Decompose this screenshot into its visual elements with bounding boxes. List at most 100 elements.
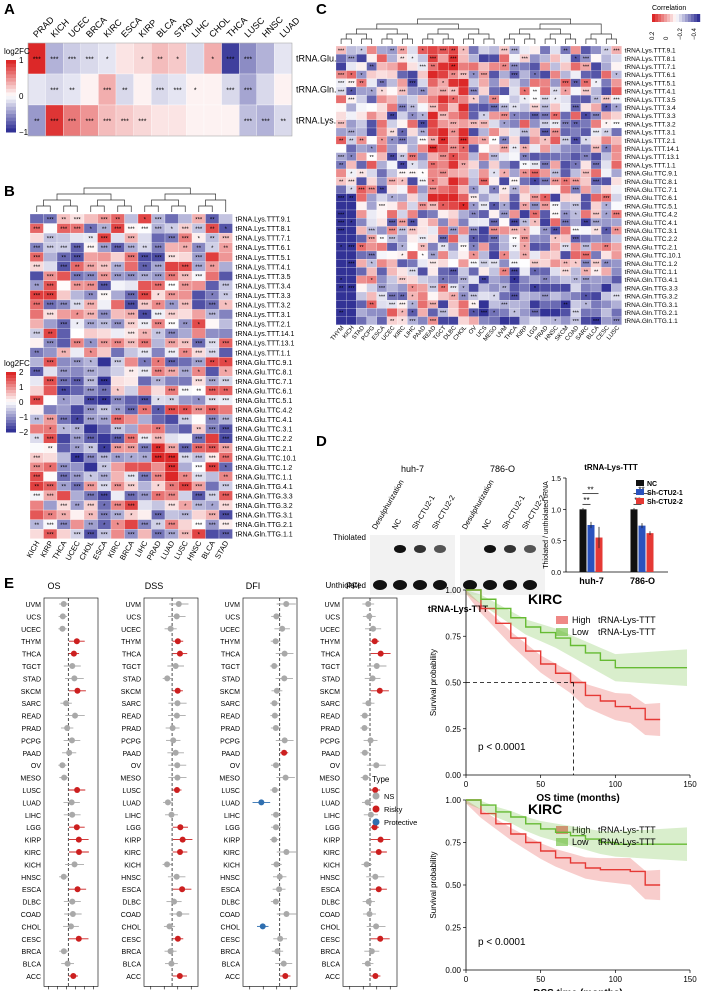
d2-bar (579, 509, 587, 572)
a-cell (186, 42, 205, 75)
c-cell (560, 111, 571, 120)
b-star: * (225, 466, 228, 472)
c-cell (611, 308, 622, 317)
a-cell (27, 73, 46, 106)
c-cell (529, 316, 541, 325)
c-row-label: tRNA.Lys.TTT.2.1 (625, 138, 676, 145)
c-star: ** (349, 139, 354, 145)
c-star: * (473, 237, 476, 243)
b-star: *** (114, 504, 122, 510)
c-cell (346, 291, 357, 301)
c-star: * (442, 81, 445, 87)
b-cell (70, 290, 85, 301)
d2-ytick-label: 0.0 (551, 570, 561, 577)
c-star: ** (359, 139, 364, 145)
b-cell (137, 414, 152, 425)
b-cell (97, 433, 112, 444)
e-cancer-label: ACC (325, 974, 340, 981)
c-cell (611, 267, 622, 276)
b-star: *** (182, 485, 190, 491)
b-row-label: tRNA.Lys.TTT.9.1 (236, 217, 291, 224)
e-point (69, 898, 76, 905)
c-star: *** (419, 65, 426, 71)
c-cell (458, 218, 469, 227)
b-star: * (76, 418, 79, 424)
c-cell (611, 316, 622, 325)
c-star: ** (441, 245, 446, 251)
b-cell (205, 529, 220, 539)
e-cancer-label: KIRP (224, 838, 241, 845)
b-star: *** (168, 341, 176, 347)
c-cell (519, 119, 530, 129)
b-star: *** (168, 408, 176, 414)
b-cell (97, 357, 112, 367)
b-star: *** (101, 408, 109, 414)
c-star: *** (532, 163, 539, 169)
c-dendro-branch (463, 38, 475, 44)
c-row-label: tRNA.Glu.TTC.10.1 (625, 253, 682, 260)
e-cancer-label: LGG (325, 825, 340, 832)
e-cancer-label: UCEC (21, 627, 41, 634)
b-star: ** (156, 303, 161, 309)
c-cell (448, 218, 459, 227)
b-star: *** (60, 246, 68, 252)
c-row-label: tRNA.Glu.TTC.1.2 (625, 261, 678, 268)
c-cell (611, 160, 622, 170)
b-star: ** (88, 523, 93, 529)
b-row-label: tRNA.Gln.TTG.3.1 (236, 513, 293, 520)
e-cancer-label: KIRP (25, 838, 42, 845)
b-cell (191, 414, 206, 425)
c-star: *** (511, 180, 518, 186)
c-cell (417, 291, 428, 301)
c-star: ** (584, 270, 589, 276)
e-point (174, 774, 181, 781)
b-legend-swatch (6, 426, 16, 430)
c-cell (478, 86, 490, 96)
c-star: *** (389, 294, 396, 300)
c-star: * (615, 73, 618, 79)
e-point (283, 849, 290, 855)
e-point (71, 861, 78, 868)
c-row-label: tRNA.Lys.TTT.3.2 (625, 121, 676, 128)
c-star: ** (451, 65, 456, 71)
b-star: *** (168, 504, 176, 510)
c-star: ** (410, 106, 415, 112)
b-cell (137, 462, 152, 472)
a-legend-tick: 1 (19, 56, 24, 65)
b-cell (97, 252, 112, 262)
panel-letter-d: D (316, 433, 327, 450)
c-star: * (401, 130, 404, 136)
e-legend-dot (372, 805, 380, 813)
c-cell (478, 160, 490, 170)
c-cell (356, 234, 367, 243)
e-cancer-label: KICH (323, 862, 340, 869)
b-cell (43, 395, 58, 406)
c-cell (560, 185, 571, 194)
b-cell (56, 328, 71, 339)
c-star: *** (440, 311, 447, 317)
e-cancer-label: SARC (221, 701, 240, 708)
e-cancer-label: KIRC (24, 850, 41, 857)
c-cell (437, 177, 449, 186)
e-cancer-label: TGCT (22, 664, 42, 671)
c-cell (488, 275, 500, 284)
b-star: *** (128, 408, 136, 414)
c-cell (376, 144, 388, 153)
c-cell (468, 152, 479, 161)
e-cancer-label: DLBC (22, 900, 41, 907)
c-cell (356, 267, 367, 276)
c-star: ** (359, 245, 364, 251)
c-cell (376, 259, 388, 268)
b-cell (56, 357, 71, 367)
c-star: *** (593, 221, 600, 227)
b-star: ** (156, 494, 161, 500)
c-cell (601, 185, 612, 194)
c-cell (376, 275, 388, 284)
c-star: ** (421, 130, 426, 136)
e-cancer-label: MESO (20, 776, 41, 783)
c-star: ** (390, 130, 395, 136)
e-point (64, 725, 71, 731)
c-cell (356, 308, 367, 317)
b-legend-swatch (6, 381, 16, 385)
e-point (281, 737, 288, 744)
